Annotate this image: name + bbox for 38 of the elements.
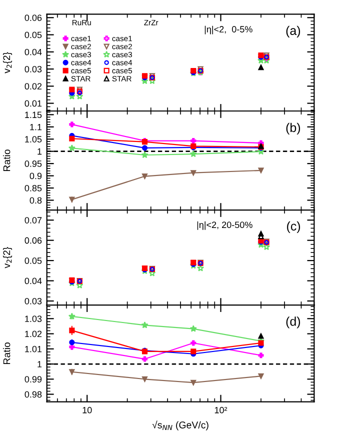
y-tick-label: 0.06 [24, 14, 42, 21]
y-tick-label: 0.05 [24, 258, 42, 264]
y-tick-label: 0.95 [24, 160, 42, 167]
y-tick-label: 1.03 [25, 316, 42, 322]
y-tick-label: 0.9 [30, 172, 42, 180]
y-tick-label: 1.02 [25, 330, 42, 338]
y-tick-label: 0.04 [24, 278, 42, 284]
annotation: (b) [286, 122, 300, 135]
x-tick-label: 10² [214, 406, 228, 414]
y-tick-label: 0.04 [24, 48, 42, 56]
annotation: (d) [286, 316, 300, 328]
y-tick-label: 0.8 [30, 197, 42, 204]
y-tick-label: 0.02 [24, 83, 42, 90]
y-tick-label: 0.07 [24, 217, 42, 224]
y-tick-label: 0.06 [24, 237, 42, 244]
y-axis-title: Ratio [3, 150, 10, 172]
y-tick-label: 1.01 [25, 346, 42, 352]
y-tick-label: 0.01 [24, 100, 42, 107]
y-tick-label: 0.85 [24, 184, 42, 192]
y-tick-label: 1.05 [25, 136, 42, 142]
y-tick-label: 1 [38, 361, 42, 368]
annotation: (c) [287, 221, 300, 234]
annotation: |η|<2, 20-50% [197, 221, 252, 230]
y-tick-label: 1.1 [30, 124, 42, 130]
annotation: (a) [286, 26, 300, 38]
y-tick-label: 0.98 [24, 391, 42, 398]
y-tick-label: 1 [38, 148, 42, 155]
y-axis-title: Ratio [3, 342, 10, 364]
y-tick-label: 0.03 [24, 66, 42, 72]
y-tick-label: 0.03 [24, 298, 42, 304]
y-tick-label: 1.15 [25, 112, 42, 118]
y-axis-title: v$_{2}${2} [2, 246, 12, 268]
y-tick-label: 0.99 [24, 376, 42, 382]
y-axis-title: v$_{2}${2} [2, 52, 12, 74]
x-tick-label: 10 [82, 406, 92, 414]
x-axis-title: √s$_{NN}$ (GeV/c) [152, 420, 208, 430]
annotation: |η|<2, 0-5% [204, 26, 252, 34]
y-tick-label: 0.05 [24, 32, 42, 38]
